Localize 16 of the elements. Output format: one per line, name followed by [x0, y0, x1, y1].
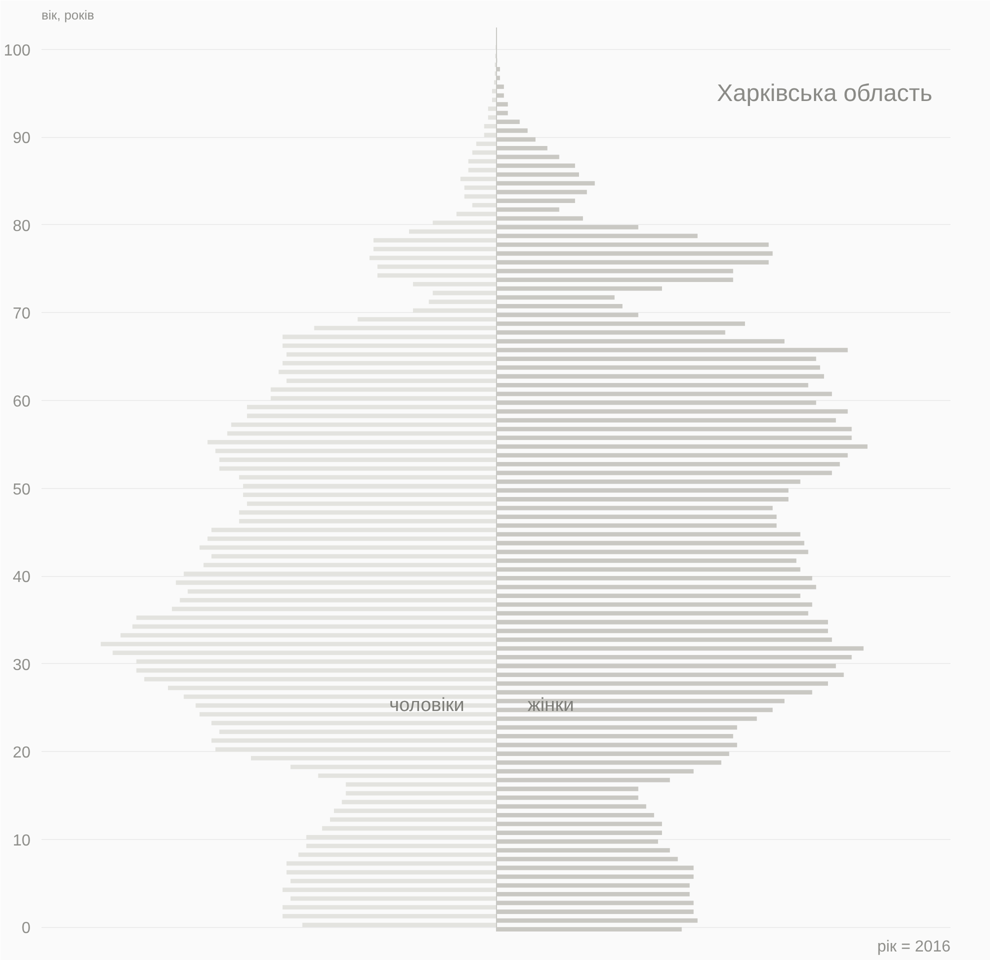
y-tick-label: 70 [12, 306, 31, 323]
y-tick-label: 40 [12, 569, 31, 586]
text: Харківська область [716, 80, 932, 107]
y-tick-label: 0 [22, 920, 31, 938]
y-tick-label: 50 [12, 481, 31, 498]
y-tick-label: 90 [12, 130, 31, 148]
y-axis-title: вік, років [42, 8, 94, 22]
series-label: чоловіки [389, 695, 464, 716]
y-tick-label: 60 [12, 394, 31, 411]
y-tick-label: 20 [12, 744, 31, 762]
text: рік = 2016 [877, 938, 951, 956]
series-label: жінки [528, 695, 574, 716]
y-tick-label: 100 [4, 42, 31, 60]
y-tick-label: 30 [12, 656, 31, 674]
y-tick-label: 10 [12, 832, 31, 850]
y-tick-label: 80 [12, 218, 31, 235]
